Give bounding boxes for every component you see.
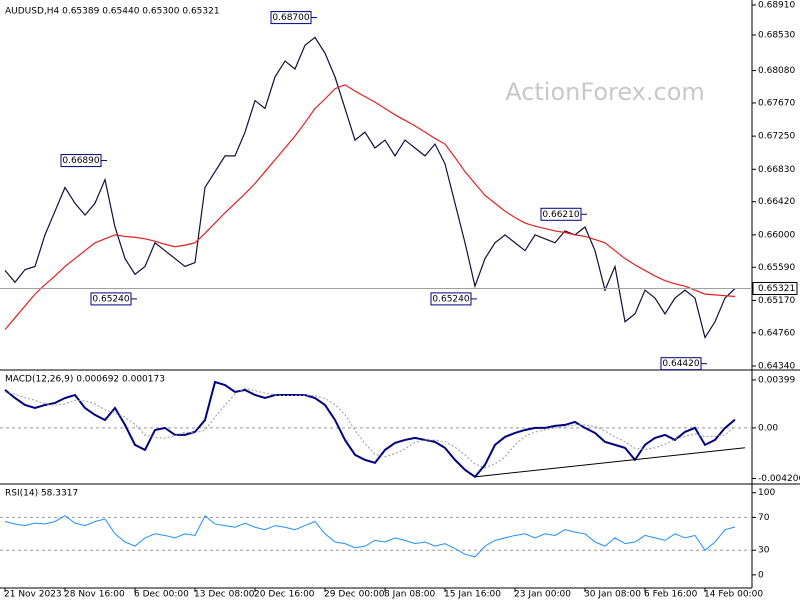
x-tick-label: 30 Jan 08:00 [584, 590, 641, 600]
y-tick-label: 0.68530 [758, 31, 795, 41]
x-tick-label: 21 Nov 2023 [4, 590, 62, 600]
x-tick-label: 6 Dec 00:00 [134, 590, 189, 600]
y-tick-label: 0 [758, 570, 764, 580]
y-tick-label: 0.67250 [758, 132, 795, 142]
annotation-box [430, 292, 472, 306]
annotation-box [90, 292, 132, 306]
x-tick-label: 13 Dec 08:00 [194, 590, 255, 600]
y-tick-label: 100 [758, 488, 775, 498]
watermark: ActionForex.com [505, 78, 705, 106]
y-tick-label: 0.66420 [758, 197, 795, 207]
x-tick-label: 6 Feb 16:00 [644, 590, 698, 600]
series-line [4, 84, 736, 331]
annotation-label: 0.65240 [92, 294, 129, 304]
x-tick-label: 23 Jan 00:00 [514, 590, 571, 600]
current-price-label: 0.65321 [758, 284, 795, 294]
y-tick-label: 0.64340 [758, 362, 795, 372]
annotation-label: 0.66210 [542, 210, 579, 220]
annotation-box [540, 207, 582, 221]
series-line [4, 514, 736, 558]
panel-title: RSI(14) 58.3317 [5, 489, 78, 499]
x-tick-label: 29 Dec 00:00 [324, 590, 385, 600]
y-tick-label: 0.00399 [758, 375, 795, 385]
annotation-label: 0.65240 [432, 294, 469, 304]
y-tick-label: 0.65170 [758, 296, 795, 306]
series-line [4, 387, 736, 469]
y-tick-label: -0.004206 [758, 474, 800, 484]
y-tick-label: 0.68910 [758, 1, 795, 11]
x-tick-label: 14 Feb 00:00 [704, 590, 763, 600]
y-tick-label: 0.68080 [758, 66, 795, 76]
annotation-box [660, 357, 702, 371]
annotation-label: 0.66890 [62, 156, 99, 166]
x-tick-label: 20 Dec 16:00 [254, 590, 315, 600]
x-tick-label: 8 Jan 08:00 [384, 590, 436, 600]
trendline [474, 447, 746, 478]
y-tick-label: 70 [758, 513, 770, 523]
annotation-label: 0.64420 [662, 359, 699, 369]
series-line [4, 380, 736, 479]
y-tick-label: 0.67670 [758, 98, 795, 108]
y-tick-label: 30 [758, 546, 770, 556]
annotation-box [60, 154, 102, 168]
x-tick-label: 28 Nov 16:00 [64, 590, 125, 600]
y-tick-label: 0.64760 [758, 328, 795, 338]
y-tick-label: 0.66830 [758, 165, 795, 175]
x-tick-label: 15 Jan 16:00 [444, 590, 501, 600]
annotation-box [270, 11, 312, 25]
panel-title: AUDUSD,H4 0.65389 0.65440 0.65300 0.6532… [5, 7, 220, 17]
series-line [4, 36, 736, 340]
y-tick-label: 0.00 [758, 423, 778, 433]
y-tick-label: 0.65590 [758, 263, 795, 273]
current-price-box [752, 282, 798, 296]
annotation-label: 0.68700 [272, 13, 309, 23]
panel-title: MACD(12,26,9) 0.000692 0.000173 [5, 375, 165, 385]
y-tick-label: 0.66000 [758, 230, 795, 240]
